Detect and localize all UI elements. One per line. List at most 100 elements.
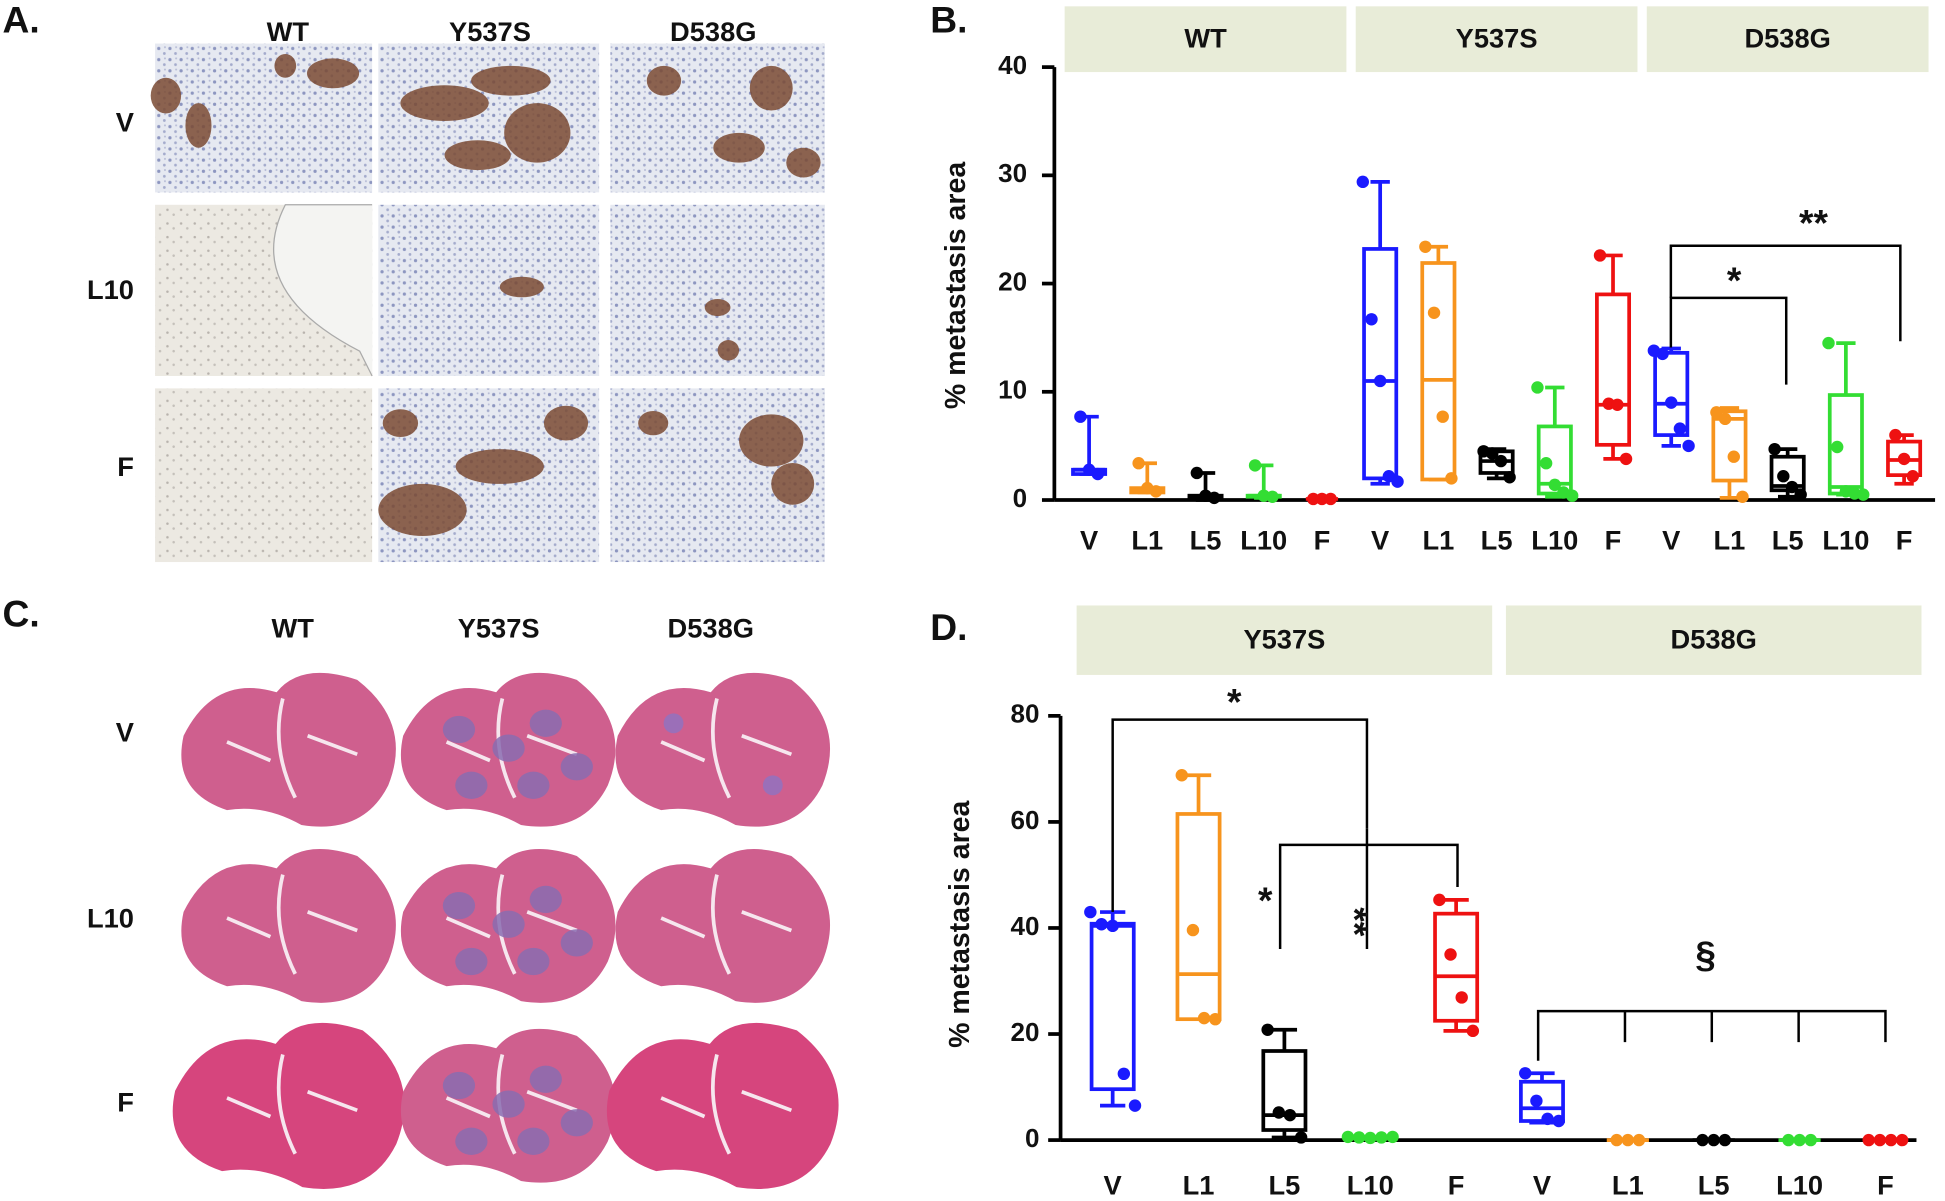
y-tick-label: 0 <box>1025 1123 1039 1153</box>
panel-label: A. <box>2 0 39 40</box>
tumor-focus <box>560 753 593 781</box>
tumor-focus <box>442 1071 476 1100</box>
x-tick-label: V <box>1104 1169 1122 1200</box>
data-point <box>1356 175 1370 189</box>
column-label: D538G <box>670 16 756 47</box>
micrograph <box>155 388 373 563</box>
significance-label: ** <box>1334 907 1376 936</box>
panel-label: B. <box>930 0 967 40</box>
stain <box>704 298 731 317</box>
y-tick-label: 10 <box>998 375 1027 405</box>
tumor-focus <box>517 771 550 799</box>
data-point <box>1539 457 1553 470</box>
tumor-focus <box>455 947 488 976</box>
data-point <box>1895 1133 1909 1147</box>
data-point <box>1793 1133 1806 1147</box>
data-point <box>1095 918 1108 931</box>
data-point <box>1186 923 1200 937</box>
y-tick-label: 40 <box>1011 911 1040 941</box>
data-point <box>1074 410 1087 423</box>
y-tick-label: 0 <box>1013 483 1027 513</box>
x-tick-label: L10 <box>1240 524 1287 555</box>
x-tick-label: L5 <box>1190 524 1222 555</box>
data-point <box>1445 472 1458 485</box>
data-point <box>1175 769 1188 782</box>
row-label: L10 <box>87 903 134 934</box>
data-point <box>1209 1012 1222 1026</box>
x-tick-label: L10 <box>1776 1169 1823 1200</box>
stain <box>455 449 544 484</box>
tumor-focus <box>455 1127 488 1155</box>
stain <box>307 58 360 89</box>
tumor-focus <box>442 715 476 744</box>
group-header <box>1064 6 1347 73</box>
tumor-focus <box>492 910 525 938</box>
tumor-focus <box>529 885 562 914</box>
box <box>1653 350 1690 437</box>
tumor-focus <box>517 947 550 976</box>
stain <box>638 410 669 436</box>
data-point <box>1785 480 1799 494</box>
x-tick-label: V <box>1080 524 1098 555</box>
data-point <box>1897 452 1911 466</box>
data-point <box>1433 893 1446 907</box>
stain <box>274 53 297 78</box>
column-label: WT <box>272 612 315 643</box>
data-point <box>1261 1023 1274 1036</box>
data-point <box>1857 488 1870 501</box>
panel-label: D. <box>930 606 967 648</box>
stain <box>185 103 212 148</box>
data-point <box>1696 1133 1709 1147</box>
tumor-focus <box>529 1065 562 1093</box>
data-point <box>1494 454 1508 468</box>
row-label: V <box>116 717 134 748</box>
column-label: Y537S <box>458 612 540 643</box>
data-point <box>1873 1133 1887 1147</box>
section-crack <box>226 1054 358 1155</box>
significance-label: * <box>1227 681 1242 723</box>
lung-section <box>606 1022 839 1189</box>
x-tick-label: F <box>1896 524 1913 555</box>
tumor-focus <box>663 713 684 734</box>
data-point <box>1822 336 1835 350</box>
stain <box>749 65 793 111</box>
tumor-focus <box>560 929 593 957</box>
data-point <box>1889 428 1902 442</box>
tumor-focus <box>492 1090 525 1118</box>
data-point <box>1548 478 1562 492</box>
data-point <box>1593 249 1607 262</box>
data-point <box>1503 471 1516 484</box>
micrograph <box>610 204 825 376</box>
tumor-focus <box>529 709 562 737</box>
x-tick-label: L5 <box>1481 524 1513 555</box>
group-label: Y537S <box>1243 624 1325 655</box>
column-label: WT <box>267 16 310 47</box>
x-tick-label: V <box>1371 524 1389 555</box>
data-point <box>1519 1067 1532 1080</box>
box <box>1420 261 1457 482</box>
data-point <box>1427 306 1441 319</box>
row-label: V <box>116 106 134 137</box>
tumor-focus <box>762 775 783 796</box>
row-label: L10 <box>87 274 134 305</box>
data-point <box>1718 1133 1732 1147</box>
data-point <box>1736 490 1749 503</box>
data-point <box>1862 1133 1875 1147</box>
data-point <box>1091 467 1104 481</box>
data-point <box>1619 452 1633 466</box>
x-tick-label: V <box>1533 1169 1551 1200</box>
data-point <box>1294 1131 1308 1144</box>
data-point <box>1128 1099 1142 1112</box>
data-point <box>1307 492 1320 506</box>
tumor-focus <box>455 771 488 799</box>
stain <box>786 147 821 178</box>
lung-section <box>172 1022 405 1189</box>
significance-label: * <box>1258 879 1273 921</box>
data-point <box>1208 491 1221 505</box>
y-axis-label: % metastasis area <box>944 799 976 1047</box>
data-point <box>1190 466 1204 480</box>
data-point <box>1673 422 1687 435</box>
data-point <box>1632 1133 1646 1147</box>
data-point <box>1375 1131 1388 1144</box>
